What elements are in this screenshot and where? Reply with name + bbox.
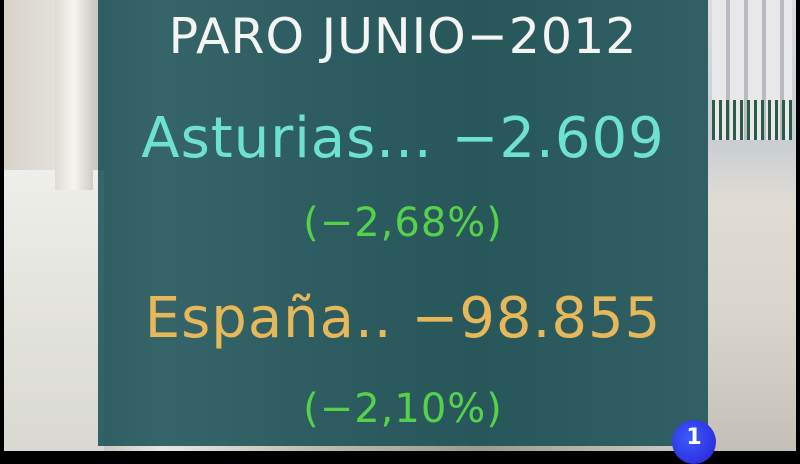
- spain-figure: España.. −98.855: [144, 286, 662, 351]
- overlay-panel: [98, 0, 708, 446]
- letterbox-left: [0, 0, 4, 451]
- tve1-logo: 1: [672, 420, 716, 464]
- asturias-figure: Asturias... −2.609: [141, 106, 665, 171]
- column: [55, 0, 93, 190]
- asturias-percent: (−2,68%): [303, 200, 503, 246]
- spain-percent: (−2,10%): [303, 386, 503, 432]
- headline: PARO JUNIO−2012: [168, 8, 638, 65]
- floor: [4, 170, 104, 451]
- letterbox-right: [796, 0, 800, 451]
- balcony-railing: [712, 100, 792, 140]
